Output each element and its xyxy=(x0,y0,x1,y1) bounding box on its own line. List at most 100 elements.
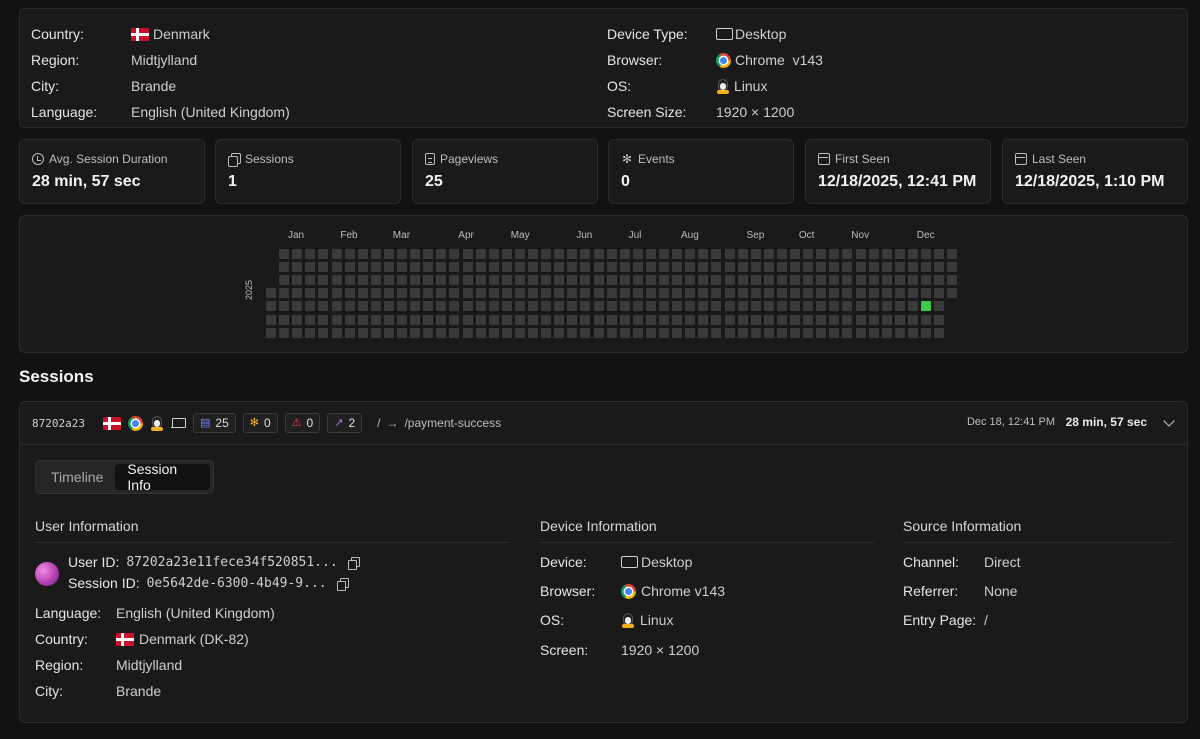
heatmap-cell[interactable] xyxy=(829,288,840,299)
heatmap-cell[interactable] xyxy=(881,275,892,286)
heatmap-cell[interactable] xyxy=(711,288,722,299)
heatmap-cell[interactable] xyxy=(685,314,696,325)
heatmap-cell[interactable] xyxy=(894,262,905,273)
heatmap-cell[interactable] xyxy=(894,249,905,259)
heatmap-cell[interactable] xyxy=(488,262,499,273)
heatmap-cell[interactable] xyxy=(698,301,709,312)
heatmap-cell[interactable] xyxy=(488,288,499,299)
heatmap-cell[interactable] xyxy=(947,275,958,286)
heatmap-cell[interactable] xyxy=(266,288,276,299)
heatmap-cell[interactable] xyxy=(750,275,761,286)
tab-timeline[interactable]: Timeline xyxy=(51,469,104,485)
heatmap-cell[interactable] xyxy=(501,301,512,312)
heatmap-cell[interactable] xyxy=(462,275,473,286)
heatmap-cell[interactable] xyxy=(266,327,276,338)
heatmap-cell[interactable] xyxy=(763,314,774,325)
heatmap-cell[interactable] xyxy=(685,301,696,312)
tab-session-info[interactable]: Session Info xyxy=(115,461,210,493)
heatmap-cell[interactable] xyxy=(659,314,669,325)
heatmap-cell[interactable] xyxy=(423,275,434,286)
heatmap-cell[interactable] xyxy=(659,288,669,299)
heatmap-cell[interactable] xyxy=(593,314,604,325)
heatmap-cell[interactable] xyxy=(921,327,931,338)
heatmap-cell[interactable] xyxy=(331,249,342,259)
heatmap-cell[interactable] xyxy=(292,327,303,338)
heatmap-cell[interactable] xyxy=(541,327,552,338)
heatmap-cell[interactable] xyxy=(410,249,421,259)
heatmap-cell[interactable] xyxy=(266,314,276,325)
heatmap-cell[interactable] xyxy=(632,288,643,299)
heatmap-cell[interactable] xyxy=(921,249,931,259)
heatmap-cell[interactable] xyxy=(855,327,866,338)
heatmap-cell[interactable] xyxy=(475,262,486,273)
heatmap-cell[interactable] xyxy=(803,249,814,259)
heatmap-cell[interactable] xyxy=(383,262,394,273)
heatmap-cell[interactable] xyxy=(711,314,722,325)
copy-icon[interactable] xyxy=(336,577,349,591)
heatmap-cell[interactable] xyxy=(842,275,853,286)
heatmap-cell[interactable] xyxy=(776,301,787,312)
heatmap-cell[interactable] xyxy=(645,262,656,273)
heatmap-cell[interactable] xyxy=(934,288,945,299)
heatmap-cell[interactable] xyxy=(763,249,774,259)
heatmap-cell[interactable] xyxy=(541,275,552,286)
heatmap-cell[interactable] xyxy=(829,249,840,259)
heatmap-cell[interactable] xyxy=(554,249,565,259)
heatmap-cell[interactable] xyxy=(907,249,918,259)
heatmap-cell[interactable] xyxy=(514,301,525,312)
heatmap-cell[interactable] xyxy=(803,288,814,299)
heatmap-cell[interactable] xyxy=(528,301,538,312)
heatmap-cell[interactable] xyxy=(868,249,879,259)
heatmap-cell[interactable] xyxy=(685,262,696,273)
heatmap-cell-active[interactable] xyxy=(921,301,931,312)
heatmap-cell[interactable] xyxy=(462,262,473,273)
heatmap-cell[interactable] xyxy=(436,288,447,299)
heatmap-cell[interactable] xyxy=(868,314,879,325)
heatmap-cell[interactable] xyxy=(829,262,840,273)
heatmap-cell[interactable] xyxy=(698,314,709,325)
heatmap-cell[interactable] xyxy=(842,301,853,312)
heatmap-cell[interactable] xyxy=(423,249,434,259)
heatmap-cell[interactable] xyxy=(462,301,473,312)
heatmap-cell[interactable] xyxy=(894,288,905,299)
heatmap-cell[interactable] xyxy=(855,314,866,325)
heatmap-cell[interactable] xyxy=(829,327,840,338)
heatmap-cell[interactable] xyxy=(934,314,945,325)
heatmap-cell[interactable] xyxy=(855,301,866,312)
heatmap-cell[interactable] xyxy=(344,262,355,273)
heatmap-cell[interactable] xyxy=(344,327,355,338)
heatmap-cell[interactable] xyxy=(868,262,879,273)
heatmap-cell[interactable] xyxy=(305,327,316,338)
heatmap-cell[interactable] xyxy=(292,249,303,259)
heatmap-cell[interactable] xyxy=(855,262,866,273)
heatmap-cell[interactable] xyxy=(305,275,316,286)
heatmap-cell[interactable] xyxy=(593,327,604,338)
heatmap-cell[interactable] xyxy=(881,288,892,299)
heatmap-cell[interactable] xyxy=(724,262,735,273)
heatmap-cell[interactable] xyxy=(907,288,918,299)
heatmap-cell[interactable] xyxy=(344,301,355,312)
heatmap-cell[interactable] xyxy=(331,314,342,325)
heatmap-cell[interactable] xyxy=(279,249,290,259)
heatmap-cell[interactable] xyxy=(842,288,853,299)
heatmap-cell[interactable] xyxy=(383,314,394,325)
heatmap-cell[interactable] xyxy=(803,262,814,273)
heatmap-cell[interactable] xyxy=(528,327,538,338)
heatmap-cell[interactable] xyxy=(541,314,552,325)
heatmap-cell[interactable] xyxy=(711,275,722,286)
heatmap-cell[interactable] xyxy=(894,301,905,312)
heatmap-cell[interactable] xyxy=(344,275,355,286)
heatmap-cell[interactable] xyxy=(685,275,696,286)
heatmap-cell[interactable] xyxy=(580,314,591,325)
heatmap-cell[interactable] xyxy=(645,249,656,259)
heatmap-cell[interactable] xyxy=(554,262,565,273)
heatmap-cell[interactable] xyxy=(724,301,735,312)
heatmap-cell[interactable] xyxy=(763,327,774,338)
heatmap-cell[interactable] xyxy=(907,262,918,273)
heatmap-cell[interactable] xyxy=(292,314,303,325)
heatmap-cell[interactable] xyxy=(790,301,800,312)
heatmap-cell[interactable] xyxy=(357,249,368,259)
heatmap-cell[interactable] xyxy=(737,314,748,325)
heatmap-cell[interactable] xyxy=(881,262,892,273)
heatmap-cell[interactable] xyxy=(436,301,447,312)
